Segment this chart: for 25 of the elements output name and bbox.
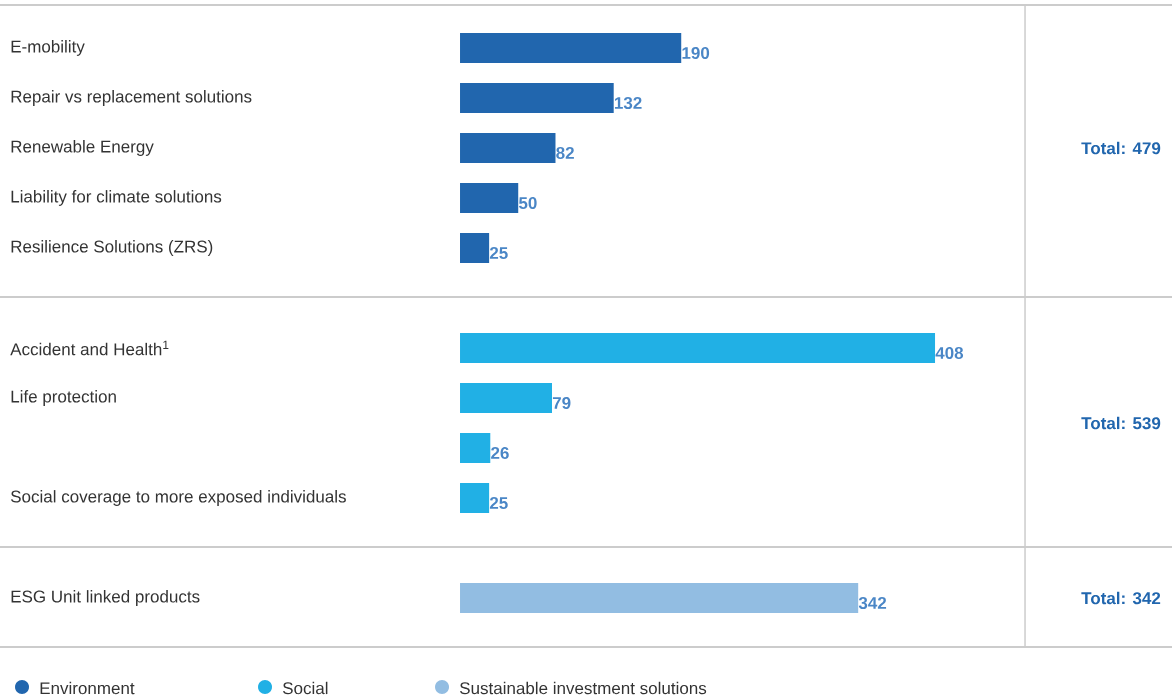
data-label: 25 [489, 496, 508, 510]
legend-label: Environment [40, 681, 135, 695]
legend-label: Social [282, 681, 328, 695]
data-label: 50 [518, 196, 537, 210]
data-label: 190 [682, 46, 710, 60]
y-tick-label: E-mobility [11, 40, 85, 56]
y-tick-label: Repair vs replacement solutions [11, 90, 252, 106]
y-tick-label: Social coverage to more exposed individuals [10, 490, 346, 506]
data-label: 132 [614, 96, 642, 110]
legend-label: Sustainable investment solutions [459, 681, 707, 695]
data-label: 26 [491, 446, 509, 460]
y-tick-label: Resilience Solutions (ZRS) [11, 240, 213, 256]
data-label: 25 [489, 246, 508, 260]
y-tick-label: Accident and Health$^{1}$ [10, 340, 169, 356]
data-label: 82 [556, 146, 574, 160]
y-tick-label: Renewable Energy [11, 140, 154, 156]
text: Total: 539 [1081, 416, 1161, 430]
text: Total: 479 [1081, 141, 1161, 155]
text: Total: 342 [1081, 591, 1161, 605]
data-label: 408 [935, 346, 964, 360]
data-label: 79 [552, 396, 571, 410]
y-tick-label: ESG Unit linked products [11, 590, 200, 606]
y-tick-label: Liability for climate solutions [11, 190, 222, 206]
y-tick-label: Life protection [11, 390, 116, 406]
data-label: 342 [858, 596, 887, 610]
